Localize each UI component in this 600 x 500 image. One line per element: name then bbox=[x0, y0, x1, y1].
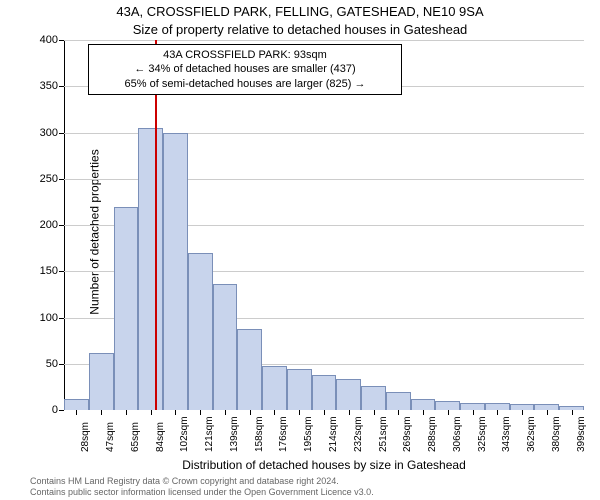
histogram-bar bbox=[138, 128, 163, 410]
y-tick-mark bbox=[59, 86, 64, 87]
x-tick-label: 362sqm bbox=[526, 416, 537, 452]
x-tick-mark bbox=[324, 410, 325, 415]
x-tick-label: 102sqm bbox=[179, 416, 190, 452]
x-tick-mark bbox=[126, 410, 127, 415]
histogram-bar bbox=[237, 329, 262, 410]
footer-line1: Contains HM Land Registry data © Crown c… bbox=[30, 476, 590, 487]
y-tick-label: 300 bbox=[40, 127, 58, 139]
x-tick-label: 65sqm bbox=[130, 422, 141, 452]
chart-container: 43A, CROSSFIELD PARK, FELLING, GATESHEAD… bbox=[0, 0, 600, 500]
y-tick-mark bbox=[59, 364, 64, 365]
histogram-bar bbox=[114, 207, 139, 411]
x-tick-mark bbox=[374, 410, 375, 415]
x-tick-label: 269sqm bbox=[402, 416, 413, 452]
x-tick-label: 158sqm bbox=[254, 416, 265, 452]
y-tick-mark bbox=[59, 271, 64, 272]
x-tick-mark bbox=[547, 410, 548, 415]
x-tick-label: 306sqm bbox=[452, 416, 463, 452]
x-tick-mark bbox=[200, 410, 201, 415]
histogram-bar bbox=[188, 253, 213, 410]
footer-line2: Contains public sector information licen… bbox=[30, 487, 590, 498]
chart-title-line1: 43A, CROSSFIELD PARK, FELLING, GATESHEAD… bbox=[0, 4, 600, 19]
y-tick-mark bbox=[59, 133, 64, 134]
x-tick-label: 195sqm bbox=[303, 416, 314, 452]
x-tick-mark bbox=[473, 410, 474, 415]
x-axis-label: Distribution of detached houses by size … bbox=[64, 458, 584, 472]
x-tick-mark bbox=[175, 410, 176, 415]
x-tick-label: 380sqm bbox=[551, 416, 562, 452]
y-tick-mark bbox=[59, 410, 64, 411]
x-tick-label: 139sqm bbox=[229, 416, 240, 452]
y-tick-label: 100 bbox=[40, 312, 58, 324]
y-tick-label: 250 bbox=[40, 173, 58, 185]
x-tick-mark bbox=[101, 410, 102, 415]
x-tick-label: 84sqm bbox=[155, 422, 166, 452]
x-tick-label: 176sqm bbox=[278, 416, 289, 452]
x-tick-label: 232sqm bbox=[353, 416, 364, 452]
y-tick-mark bbox=[59, 225, 64, 226]
x-tick-mark bbox=[572, 410, 573, 415]
histogram-bar bbox=[435, 401, 460, 410]
x-tick-label: 288sqm bbox=[427, 416, 438, 452]
y-tick-label: 200 bbox=[40, 219, 58, 231]
plot-area: 05010015020025030035040028sqm47sqm65sqm8… bbox=[64, 40, 584, 410]
histogram-bar bbox=[411, 399, 436, 410]
x-tick-mark bbox=[299, 410, 300, 415]
annotation-line2: ← 34% of detached houses are smaller (43… bbox=[95, 62, 395, 76]
annotation-line3: 65% of semi-detached houses are larger (… bbox=[95, 77, 395, 91]
grid-line bbox=[64, 40, 584, 41]
annotation-line1: 43A CROSSFIELD PARK: 93sqm bbox=[95, 48, 395, 62]
x-tick-label: 28sqm bbox=[80, 422, 91, 452]
x-tick-label: 251sqm bbox=[378, 416, 389, 452]
x-tick-mark bbox=[398, 410, 399, 415]
histogram-bar bbox=[213, 284, 238, 410]
annotation-box: 43A CROSSFIELD PARK: 93sqm ← 34% of deta… bbox=[88, 44, 402, 95]
histogram-bar bbox=[163, 133, 188, 411]
histogram-bar bbox=[312, 375, 337, 410]
histogram-bar bbox=[64, 399, 89, 410]
x-tick-mark bbox=[76, 410, 77, 415]
x-tick-mark bbox=[349, 410, 350, 415]
x-tick-label: 47sqm bbox=[105, 422, 116, 452]
x-tick-mark bbox=[522, 410, 523, 415]
x-tick-label: 121sqm bbox=[204, 416, 215, 452]
chart-title-line2: Size of property relative to detached ho… bbox=[0, 22, 600, 37]
x-tick-mark bbox=[250, 410, 251, 415]
y-tick-mark bbox=[59, 40, 64, 41]
y-tick-label: 350 bbox=[40, 80, 58, 92]
x-tick-mark bbox=[225, 410, 226, 415]
x-tick-mark bbox=[448, 410, 449, 415]
histogram-bar bbox=[361, 386, 386, 410]
y-tick-label: 50 bbox=[46, 358, 58, 370]
x-tick-mark bbox=[497, 410, 498, 415]
x-tick-label: 343sqm bbox=[501, 416, 512, 452]
x-tick-label: 214sqm bbox=[328, 416, 339, 452]
indicator-line bbox=[155, 40, 157, 410]
x-tick-mark bbox=[423, 410, 424, 415]
y-tick-label: 400 bbox=[40, 34, 58, 46]
histogram-bar bbox=[89, 353, 114, 410]
histogram-bar bbox=[287, 369, 312, 410]
x-tick-mark bbox=[151, 410, 152, 415]
histogram-bar bbox=[386, 392, 411, 411]
histogram-bar bbox=[336, 379, 361, 410]
y-tick-mark bbox=[59, 179, 64, 180]
x-tick-label: 325sqm bbox=[477, 416, 488, 452]
histogram-bar bbox=[262, 366, 287, 410]
y-tick-label: 0 bbox=[52, 404, 58, 416]
x-tick-mark bbox=[274, 410, 275, 415]
footer-text: Contains HM Land Registry data © Crown c… bbox=[30, 476, 590, 498]
histogram-bar bbox=[460, 403, 485, 410]
y-tick-mark bbox=[59, 318, 64, 319]
x-tick-label: 399sqm bbox=[576, 416, 587, 452]
y-tick-label: 150 bbox=[40, 265, 58, 277]
histogram-bar bbox=[485, 403, 510, 410]
